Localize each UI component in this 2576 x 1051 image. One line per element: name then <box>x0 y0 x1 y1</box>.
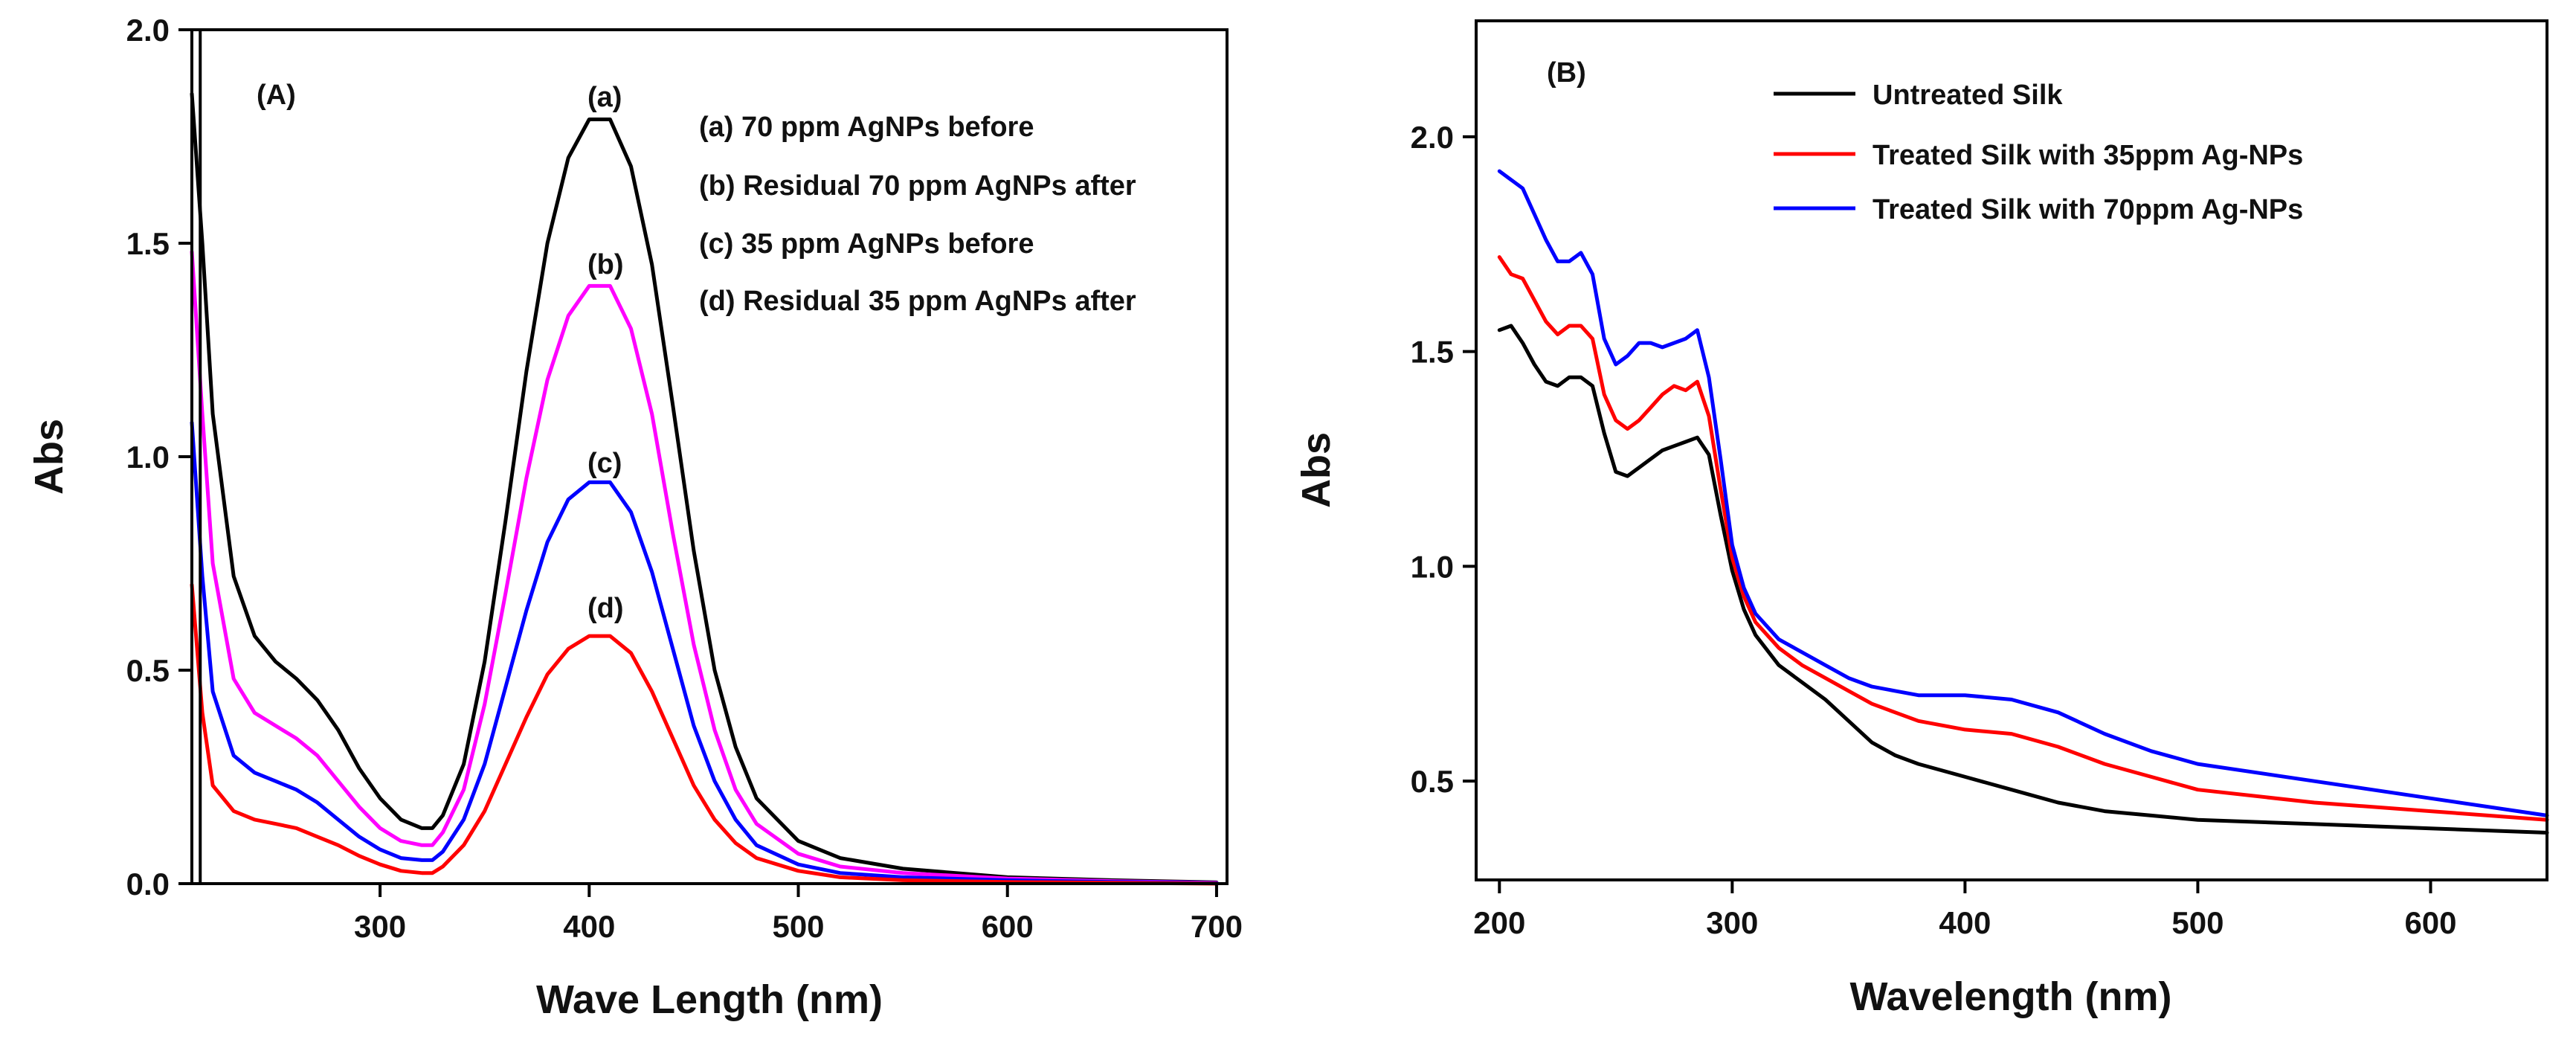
curve-label-b: (b) <box>587 249 624 280</box>
curve-label-a: (a) <box>587 82 622 113</box>
panel-a-series-1 <box>190 250 1219 885</box>
panel-a-x-tick-label: 400 <box>563 909 615 944</box>
panel-b-series-2 <box>1497 169 2549 817</box>
panel-b-y-tick-label: 1.5 <box>1411 335 1454 370</box>
panel-b-x-tick-label: 200 <box>1473 905 1525 940</box>
legend-item-c: (c) 35 ppm AgNPs before <box>699 228 1034 260</box>
legend-item-b: (b) Residual 70 ppm AgNPs after <box>699 170 1136 202</box>
panel-a-x-tick-label: 300 <box>354 909 406 944</box>
panel-a-y-tick-label: 0.5 <box>126 653 170 688</box>
panel-a-x-axis-title: Wave Length (nm) <box>536 977 883 1022</box>
panel-b-y-axis-title: Abs <box>1294 432 1339 508</box>
panel-a-x-tick-label: 600 <box>982 909 1034 944</box>
panel-b-series-1 <box>1497 255 2549 822</box>
panel-b-x-axis-title: Wavelength (nm) <box>1849 974 2171 1019</box>
panel-a-label: (A) <box>257 80 296 111</box>
panel-a-series-0 <box>190 91 1219 884</box>
panel-b-label: (B) <box>1547 57 1586 89</box>
panel-a-y-axis-title: Abs <box>27 419 71 495</box>
panel-b-series-0 <box>1497 324 2549 835</box>
legend-item-35ppm: Treated Silk with 35ppm Ag-NPs <box>1873 140 2303 171</box>
panel-a-y-tick-label: 1.5 <box>126 226 170 261</box>
panel-b-x-tick-label: 500 <box>2171 905 2224 940</box>
panel-a-y-tick-label: 1.0 <box>126 440 170 475</box>
panel-a-y-tick-label: 2.0 <box>126 13 170 48</box>
panel-a-legend: (a) 70 ppm AgNPs before (b) Residual 70 … <box>699 112 1136 317</box>
panel-b-legend: Untreated Silk Treated Silk with 35ppm A… <box>1774 80 2303 225</box>
legend-item-d: (d) Residual 35 ppm AgNPs after <box>699 286 1136 317</box>
curve-label-d: (d) <box>587 593 624 624</box>
panel-a-x-tick-label: 500 <box>772 909 824 944</box>
curve-label-c: (c) <box>587 448 622 479</box>
panel-a-y-tick-label: 0.0 <box>126 867 170 901</box>
panel-a-x-tick-label: 700 <box>1191 909 1243 944</box>
panel-b-x-tick-label: 300 <box>1706 905 1758 940</box>
panel-b-chart: 200 300 400 500 600 0.5 1.0 1.5 2.0 (B) Untreate… <box>1294 19 2549 1019</box>
panel-a-chart: 300 400 500 600 700 0.0 0.5 1.0 1.5 2.0 (A) (a) (… <box>27 13 1243 1022</box>
panel-b-y-tick-label: 1.0 <box>1411 549 1454 584</box>
panel-b-frame <box>1475 19 2548 881</box>
legend-item-a: (a) 70 ppm AgNPs before <box>699 112 1034 143</box>
panel-a-series-2 <box>190 420 1219 885</box>
panel-b-x-tick-label: 600 <box>2404 905 2456 940</box>
panel-b-x-tick-label: 400 <box>1939 905 1991 940</box>
panel-b-y-tick-label: 2.0 <box>1411 120 1454 155</box>
panel-b-y-tick-label: 0.5 <box>1411 764 1454 799</box>
legend-item-70ppm: Treated Silk with 70ppm Ag-NPs <box>1873 194 2303 225</box>
legend-item-untreated: Untreated Silk <box>1873 80 2063 111</box>
panel-a-series-3 <box>190 582 1219 886</box>
